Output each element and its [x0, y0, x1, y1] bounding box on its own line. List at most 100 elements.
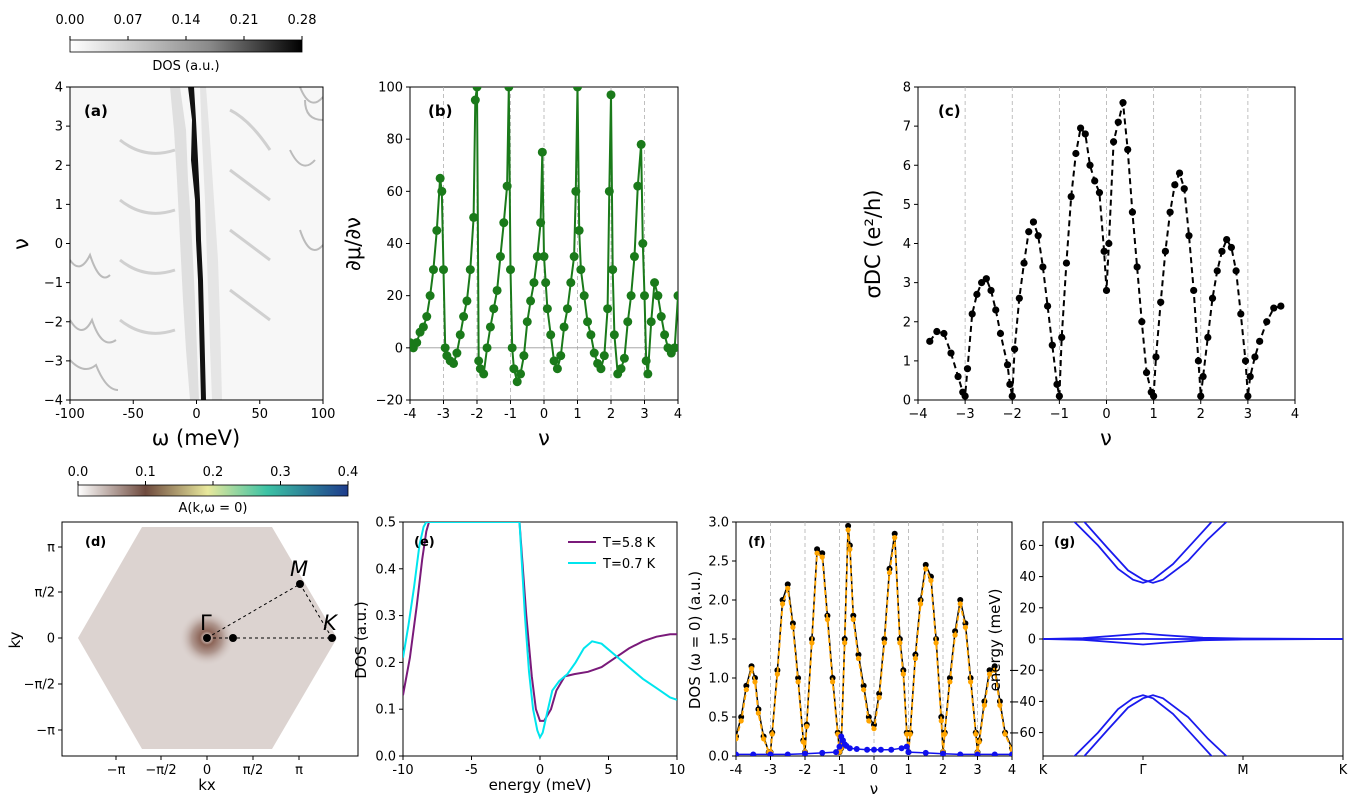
b-data-point — [519, 351, 529, 361]
f-data-point-orange — [933, 640, 939, 646]
c-data-point — [1095, 189, 1104, 197]
b-data-point — [619, 353, 629, 363]
c-data-point — [1011, 345, 1019, 353]
f-data-point-black — [795, 675, 802, 681]
y-tick-label: 1.0 — [708, 672, 729, 687]
c-data-point — [1076, 124, 1085, 132]
c-data-point — [926, 337, 934, 345]
y-tick-label: 3 — [903, 276, 911, 291]
b-data-point — [583, 317, 593, 327]
f-data-point-blue — [991, 751, 998, 756]
f-data-point-orange — [897, 640, 903, 646]
y-tick-label: 2.0 — [708, 594, 729, 609]
f-data-point-orange — [842, 640, 848, 646]
y-tick-label: 1 — [55, 198, 63, 213]
y-tick-label: 20 — [1019, 601, 1036, 616]
panel-f-tag: (f) — [748, 535, 766, 550]
f-data-point-orange — [871, 726, 877, 732]
b-data-point — [660, 330, 670, 340]
x-tick-label: 5 — [604, 763, 612, 778]
f-data-point-orange — [804, 723, 810, 729]
x-tick-label: -10 — [392, 763, 413, 778]
f-data-point-blue — [940, 750, 946, 756]
colorbar-a-tick-label: 0.21 — [230, 13, 259, 28]
y-tick-label: 2 — [903, 315, 911, 330]
x-tick-label: 0 — [540, 407, 548, 422]
c-data-point — [1185, 232, 1193, 240]
b-data-point — [489, 304, 499, 314]
c-data-point — [1029, 218, 1038, 226]
panel-a-ylabel: ν — [9, 238, 33, 250]
c-data-point — [1227, 243, 1235, 252]
f-data-point-orange — [938, 718, 944, 724]
c-data-point — [1256, 337, 1264, 345]
f-data-point-orange — [814, 550, 820, 556]
f-data-point-black — [946, 675, 953, 681]
c-data-point — [1251, 353, 1259, 361]
b-data-point — [412, 338, 422, 348]
c-data-point — [1081, 130, 1089, 138]
c-data-point — [1175, 169, 1184, 177]
c-data-point — [1105, 239, 1113, 248]
panel-b-ticks: -4 -3 -2 -1 0 1 2 3 4 100 80 60 40 20 0 −20 — [376, 81, 683, 423]
f-data-point-orange — [981, 702, 988, 708]
colorbar-a-tick-label: 0.28 — [288, 13, 317, 28]
y-tick-label: −20 — [376, 394, 403, 409]
y-tick-label: 2.5 — [708, 555, 729, 570]
y-tick-label: 7 — [903, 120, 911, 135]
b-data-point — [469, 212, 479, 222]
panel-g-tag: (g) — [1054, 535, 1075, 550]
f-data-point-blue — [1009, 751, 1012, 756]
m-label: M — [290, 557, 308, 581]
b-data-point — [604, 186, 614, 196]
b-data-point — [455, 330, 465, 340]
x-tick-label: 2 — [1197, 407, 1205, 422]
y-tick-label: 40 — [1019, 570, 1036, 585]
c-data-point — [1142, 369, 1151, 377]
x-tick-label: -4 — [404, 407, 417, 422]
f-data-point-orange — [997, 702, 1003, 708]
f-data-point-black — [957, 597, 964, 603]
f-data-point-orange — [743, 687, 749, 693]
b-data-point — [449, 358, 459, 368]
b-data-point — [522, 317, 532, 327]
y-tick-label: −2 — [44, 315, 63, 330]
b-data-point — [589, 348, 599, 358]
c-data-point — [940, 329, 948, 338]
c-data-point — [992, 306, 1000, 314]
f-data-point-orange — [886, 570, 893, 576]
c-data-point — [1180, 185, 1188, 193]
b-data-point — [599, 351, 609, 361]
x-tick-label: −π — [107, 763, 126, 778]
c-data-point — [987, 286, 995, 295]
c-data-point — [1091, 177, 1099, 185]
colorbar-a-tick-label: 0.07 — [114, 13, 143, 28]
panel-f: (f) -4 -3 -2 -1 0 1 2 3 4 3.0 2.5 2.0 1.5 1.0 0.5 0.0 ν… — [686, 516, 1016, 798]
b-data-point — [562, 304, 572, 314]
c-data-point — [1072, 149, 1080, 158]
c-data-point — [1237, 310, 1245, 318]
x-tick-label: -2 — [471, 407, 484, 422]
y-tick-label: 3 — [55, 120, 63, 135]
panel-b-ylabel: ∂μ/∂ν — [341, 217, 365, 271]
k-label: K — [323, 611, 339, 635]
f-data-point-blue — [836, 743, 843, 750]
b-data-point — [653, 291, 663, 301]
x-tick-label: -100 — [55, 407, 85, 422]
panel-c-tag: (c) — [938, 102, 961, 120]
c-data-point — [1199, 372, 1207, 381]
b-data-point — [440, 343, 450, 353]
b-data-point — [629, 252, 639, 262]
x-tick-label: K — [1039, 763, 1048, 778]
f-data-point-blue — [846, 745, 853, 752]
x-tick-label: 0 — [1102, 407, 1110, 422]
b-data-point — [574, 225, 584, 235]
f-data-point-orange — [917, 601, 924, 607]
panel-e-xlabel: energy (meV) — [489, 776, 592, 794]
f-data-point-black — [850, 612, 857, 619]
panel-b-series — [410, 87, 678, 387]
b-data-point — [626, 291, 636, 301]
panel-e-series — [403, 522, 677, 740]
f-data-point-orange — [968, 679, 974, 685]
f-data-point-orange — [876, 694, 882, 701]
